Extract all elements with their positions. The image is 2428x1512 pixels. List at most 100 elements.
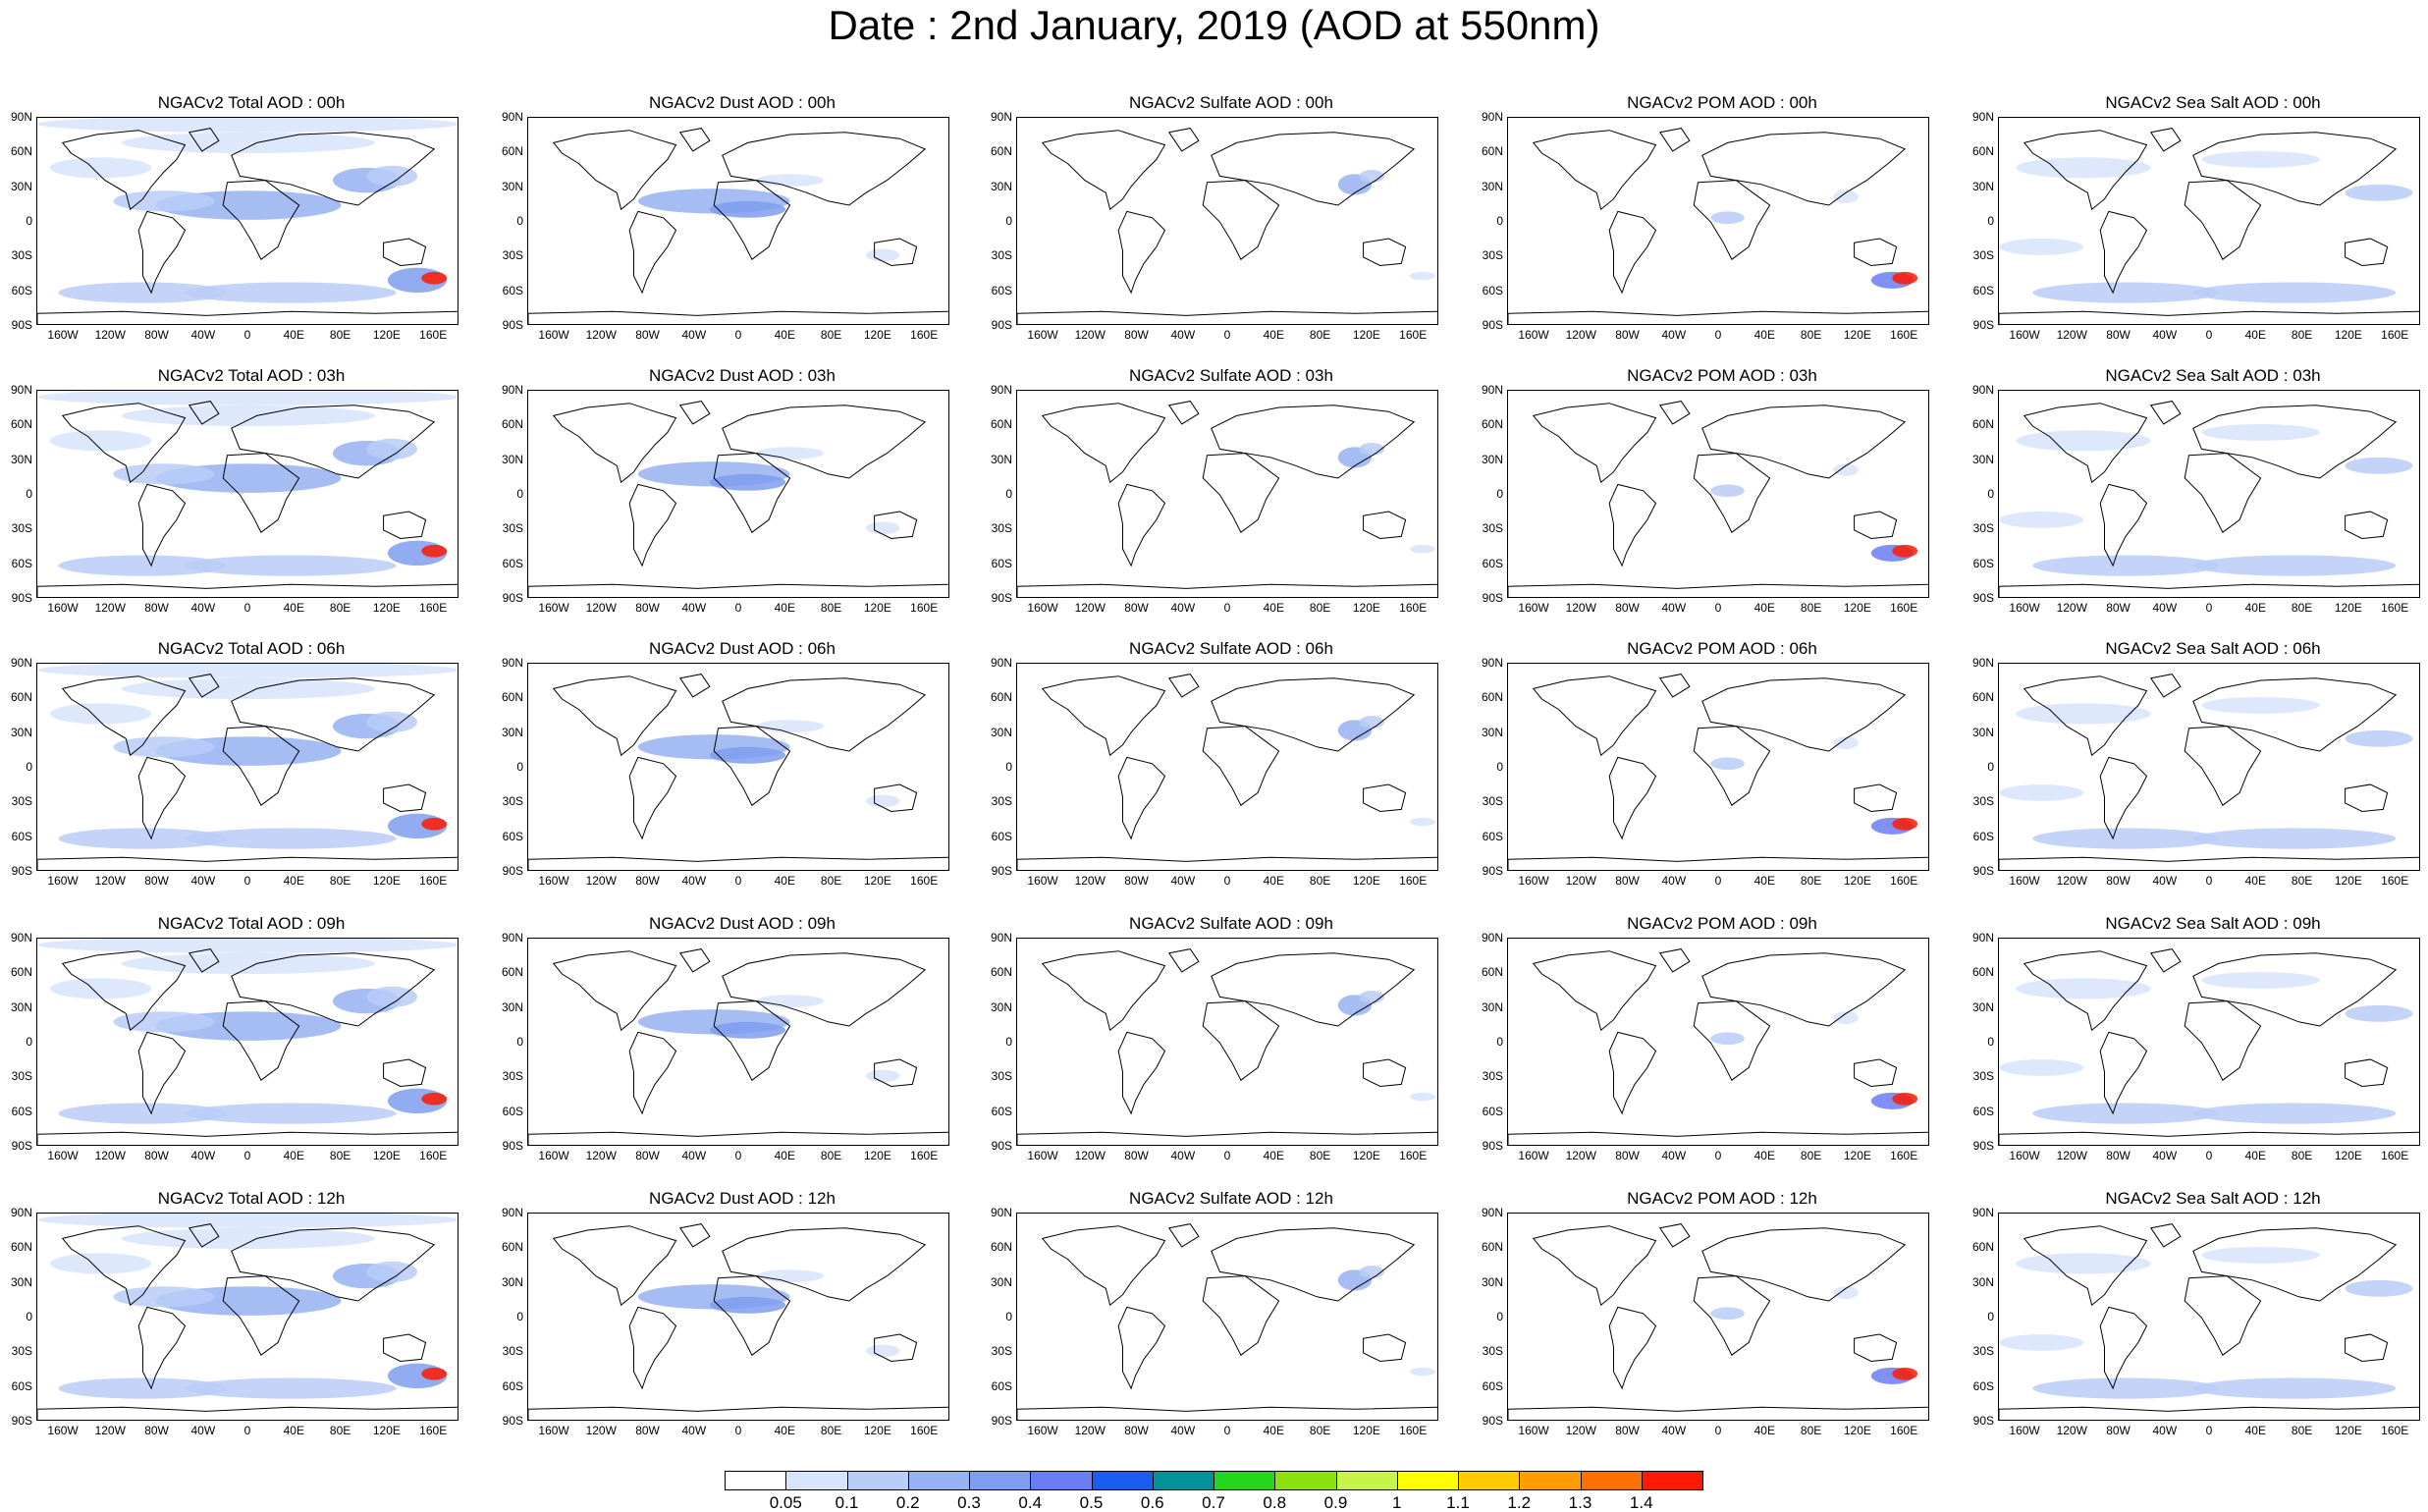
coastline <box>1211 952 1416 1027</box>
aod-field-region <box>756 447 824 459</box>
latitude-tick-label: 90S <box>502 318 523 332</box>
map-panel: NGACv2 POM AOD : 12h 90N 60N 30N 0 30S 60S 90S 1… <box>1476 1189 1937 1436</box>
coastline <box>1041 950 1166 1032</box>
colorbar-label: 1.3 <box>1568 1493 1592 1512</box>
latitude-tick-label: 60S <box>1482 283 1503 297</box>
latitude-tick-label: 30N <box>501 452 523 466</box>
longitude-tick-label: 80W <box>1124 1149 1149 1162</box>
aod-field-region <box>1999 1058 2083 1076</box>
aod-field-region <box>113 463 215 485</box>
longitude-tick-label: 40W <box>1661 601 1687 615</box>
longitude-tick-label: 40W <box>681 328 707 342</box>
latitude-tick-label: 0 <box>26 214 32 228</box>
longitude-tick-label: 160W <box>1518 1149 1549 1162</box>
longitude-tick-label: 80W <box>144 1424 169 1437</box>
panel-title: NGACv2 Dust AOD : 06h <box>649 639 836 658</box>
longitude-tick-label: 120W <box>1565 874 1596 888</box>
longitude-tick-label: 120E <box>1352 874 1380 888</box>
latitude-tick-label: 90N <box>1971 383 1994 397</box>
aod-field-region <box>1892 1367 1918 1380</box>
coastline <box>2345 1333 2389 1363</box>
coastline <box>528 310 948 324</box>
aod-field-region <box>58 282 228 303</box>
longitude-tick-label: 160W <box>1027 328 1058 342</box>
aod-field-region <box>122 132 375 154</box>
aod-field-region <box>2016 430 2151 452</box>
longitude-tick-label: 160W <box>2009 1424 2040 1437</box>
longitude-tick-label: 160E <box>910 1149 939 1162</box>
colorbar-label: 1.2 <box>1507 1493 1532 1512</box>
longitude-tick-label: 160E <box>419 874 448 888</box>
coastline <box>61 1225 187 1307</box>
coastline <box>2345 1058 2389 1088</box>
coastline <box>37 1406 458 1420</box>
longitude-tick-label: 0 <box>243 1424 251 1437</box>
longitude-tick-label: 80E <box>820 1149 842 1162</box>
longitude-tick-label: 80W <box>635 328 660 342</box>
coastline <box>1532 950 1657 1032</box>
coastline <box>713 453 791 533</box>
longitude-tick-label: 0 <box>1223 601 1231 615</box>
longitude-tick-label: 40W <box>1170 601 1196 615</box>
map-canvas <box>528 948 948 1145</box>
aod-field-region <box>1409 544 1435 554</box>
aod-field-region <box>866 794 900 808</box>
latitude-tick-label: 90S <box>502 864 523 878</box>
latitude-tick-label: 0 <box>1496 1035 1503 1049</box>
longitude-tick-label: 80W <box>1124 1424 1149 1437</box>
longitude-tick-label: 120E <box>2334 1424 2362 1437</box>
longitude-tick-label: 40W <box>681 601 707 615</box>
coastline <box>722 1227 927 1302</box>
longitude-tick-label: 120E <box>1843 1149 1871 1162</box>
longitude-tick-label: 120W <box>585 1149 617 1162</box>
longitude-tick-label: 160E <box>2381 601 2409 615</box>
coastline <box>1854 1333 1898 1363</box>
latitude-tick-label: 60S <box>502 283 523 297</box>
longitude-tick-label: 40E <box>1263 874 1284 888</box>
longitude-tick-label: 80E <box>2291 1149 2313 1162</box>
coastline <box>628 1306 677 1390</box>
coastline <box>61 130 187 211</box>
aod-field-region <box>185 828 397 849</box>
latitude-tick-label: 90N <box>990 383 1012 397</box>
map-canvas <box>1017 128 1437 324</box>
aod-field-region <box>122 1227 375 1250</box>
colorbar-label: 0.05 <box>769 1493 802 1512</box>
longitude-tick-label: 120E <box>1843 328 1871 342</box>
coastline <box>1693 453 1771 533</box>
aod-field-region <box>709 1021 786 1039</box>
latitude-tick-label: 90N <box>990 1206 1012 1219</box>
latitude-tick-label: 30N <box>501 179 523 193</box>
world-map <box>1016 390 1438 598</box>
latitude-tick-label: 30S <box>1972 1344 1994 1359</box>
aod-field-region <box>113 736 215 758</box>
aod-field-region <box>1833 736 1859 749</box>
latitude-tick-label: 60N <box>990 417 1012 432</box>
map-canvas <box>37 391 458 597</box>
coastline <box>231 1227 436 1302</box>
latitude-tick-label: 90S <box>1972 864 1994 878</box>
coastline <box>1363 1333 1407 1363</box>
longitude-tick-label: 120E <box>2334 1149 2362 1162</box>
latitude-tick-label: 60S <box>1972 1104 1994 1118</box>
latitude-tick-label: 30N <box>990 725 1012 739</box>
aod-field-region <box>366 165 418 187</box>
aod-field-region <box>1359 991 1385 1003</box>
map-canvas <box>37 664 458 870</box>
panel-title: NGACv2 Sulfate AOD : 03h <box>1129 366 1333 385</box>
coastline <box>1041 130 1166 211</box>
longitude-tick-label: 120W <box>94 328 126 342</box>
longitude-tick-label: 80E <box>1800 874 1822 888</box>
latitude-tick-label: 90N <box>1971 656 1994 670</box>
latitude-tick-label: 30N <box>990 179 1012 193</box>
coastline <box>222 1000 300 1081</box>
coastline <box>722 677 927 752</box>
aod-field-region <box>709 1296 786 1314</box>
latitude-tick-label: 0 <box>26 760 32 774</box>
longitude-tick-label: 160W <box>538 874 569 888</box>
colorbar-label: 0.4 <box>1018 1493 1043 1512</box>
latitude-tick-label: 60N <box>10 417 32 432</box>
map-panel: NGACv2 POM AOD : 09h 90N 60N 30N 0 30S 60S 90S 1… <box>1476 914 1937 1161</box>
map-canvas <box>1508 1223 1928 1420</box>
coastline <box>1854 783 1898 813</box>
